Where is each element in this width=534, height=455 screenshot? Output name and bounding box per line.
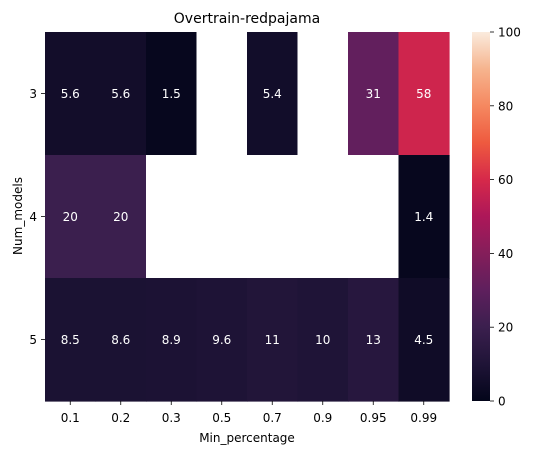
x-tick-label: 0.95	[360, 411, 387, 425]
cell-value-label: 8.5	[61, 333, 80, 347]
colorbar-tick-label: 40	[498, 247, 513, 261]
colorbar-tick-label: 80	[498, 99, 513, 113]
cell-value-label: 58	[416, 87, 431, 101]
cell-value-label: 20	[113, 210, 128, 224]
heatmap-cell	[95, 32, 147, 156]
cell-value-label: 31	[366, 87, 381, 101]
heatmap-cell	[348, 278, 400, 402]
heatmap-cell	[398, 32, 450, 156]
x-tick-label: 0.3	[162, 411, 181, 425]
chart-title: Overtrain-redpajama	[174, 11, 320, 27]
colorbar-tick-label: 100	[498, 26, 521, 40]
heatmap-cell	[297, 155, 349, 279]
cell-value-label: 11	[265, 333, 280, 347]
heatmap-cell	[398, 155, 450, 279]
y-tick-label: 5	[29, 333, 37, 347]
heatmap-cell	[348, 155, 400, 279]
heatmap-cell	[196, 155, 248, 279]
cell-value-label: 13	[366, 333, 381, 347]
cell-value-label: 10	[315, 333, 330, 347]
heatmap-cell	[95, 155, 147, 279]
heatmap-cell	[348, 32, 400, 156]
x-tick-label: 0.99	[410, 411, 437, 425]
cell-value-label: 20	[63, 210, 78, 224]
x-tick-label: 0.9	[313, 411, 332, 425]
x-tick-label: 0.7	[263, 411, 282, 425]
x-tick-label: 0.1	[61, 411, 80, 425]
colorbar-ticks: 0 20 40 60 80 100	[490, 26, 521, 409]
cell-value-label: 8.6	[111, 333, 130, 347]
cell-value-label: 9.6	[212, 333, 231, 347]
heatmap-cell	[45, 155, 97, 279]
colorbar	[472, 32, 490, 401]
heatmap-cell-labels: 5.6 5.6 1.5 5.4 31 58 20 20 1.4 8.5 8.6 8.9 9.6 11 10 1…	[61, 87, 434, 347]
cell-value-label: 5.4	[263, 87, 282, 101]
cell-value-label: 5.6	[61, 87, 80, 101]
heatmap-cell	[398, 278, 450, 402]
heatmap-cell	[45, 32, 97, 156]
cell-value-label: 1.5	[162, 87, 181, 101]
y-tick-label: 3	[29, 87, 37, 101]
x-axis-ticks: 0.1 0.2 0.3 0.5 0.7 0.9 0.95 0.99	[61, 401, 437, 425]
colorbar-tick-label: 0	[498, 395, 506, 409]
cell-value-label: 4.5	[414, 333, 433, 347]
heatmap-cell	[95, 278, 147, 402]
heatmap-cell	[45, 278, 97, 402]
heatmap-cell	[297, 278, 349, 402]
y-axis-ticks: 3 4 5	[29, 87, 45, 347]
heatmap-cell	[247, 278, 299, 402]
y-axis-label: Num_models	[11, 177, 25, 255]
cell-value-label: 5.6	[111, 87, 130, 101]
heatmap-cell	[146, 32, 198, 156]
heatmap-cell	[247, 155, 299, 279]
heatmap-cell	[196, 278, 248, 402]
heatmap-cell	[247, 32, 299, 156]
cell-value-label: 8.9	[162, 333, 181, 347]
colorbar-tick-label: 60	[498, 173, 513, 187]
x-axis-label: Min_percentage	[199, 431, 295, 445]
x-tick-label: 0.5	[212, 411, 231, 425]
heatmap-cell	[146, 278, 198, 402]
x-tick-label: 0.2	[111, 411, 130, 425]
heatmap-cell	[146, 155, 198, 279]
heatmap-cells	[45, 32, 450, 402]
heatmap-cell	[196, 32, 248, 156]
heatmap-cell	[297, 32, 349, 156]
colorbar-tick-label: 20	[498, 321, 513, 335]
cell-value-label: 1.4	[414, 210, 433, 224]
y-tick-label: 4	[29, 210, 37, 224]
